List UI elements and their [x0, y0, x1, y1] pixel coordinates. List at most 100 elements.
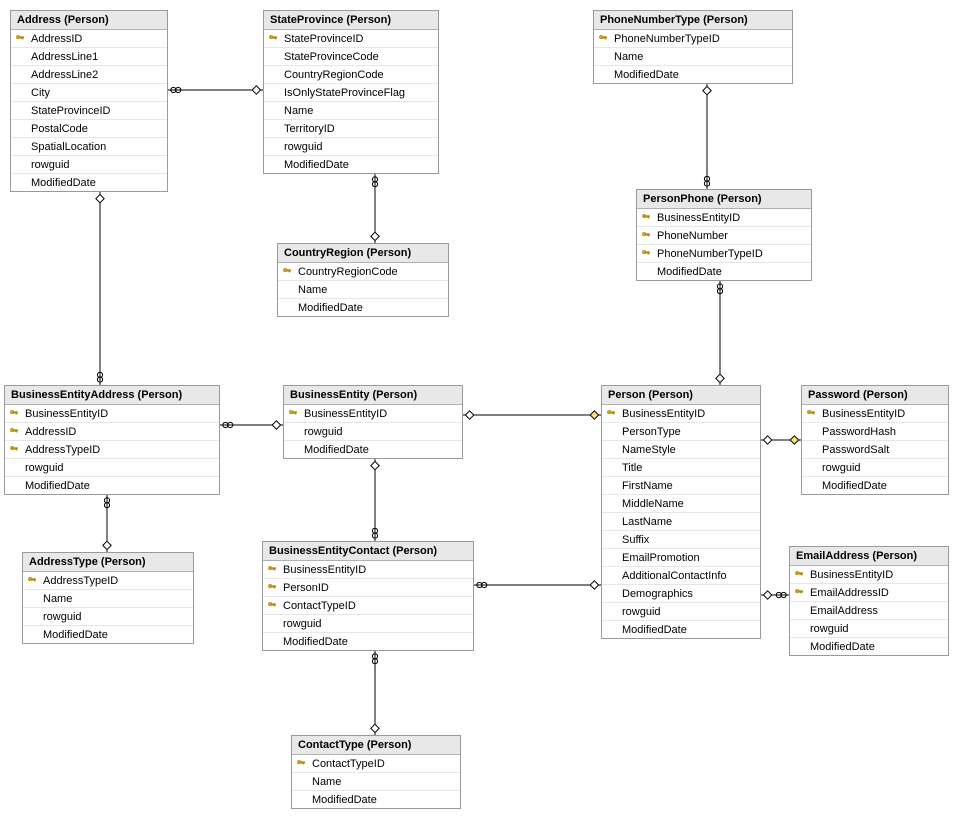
- column-row: BusinessEntityID: [284, 405, 462, 423]
- column-name: PersonType: [620, 426, 681, 438]
- table-body: AddressTypeIDNamerowguidModifiedDate: [23, 572, 193, 643]
- column-name: CountryRegionCode: [282, 69, 384, 81]
- column-row: PhoneNumberTypeID: [637, 245, 811, 263]
- column-name: ModifiedDate: [620, 624, 687, 636]
- column-row: ModifiedDate: [278, 299, 448, 316]
- column-row: StateProvinceCode: [264, 48, 438, 66]
- table-contacttype[interactable]: ContactType (Person)ContactTypeIDNameMod…: [291, 735, 461, 809]
- primary-key-icon: [292, 759, 310, 769]
- table-header: BusinessEntityContact (Person): [263, 542, 473, 561]
- column-row: PersonType: [602, 423, 760, 441]
- column-row: AddressID: [11, 30, 167, 48]
- table-countryregion[interactable]: CountryRegion (Person)CountryRegionCodeN…: [277, 243, 449, 317]
- table-person[interactable]: Person (Person)BusinessEntityIDPersonTyp…: [601, 385, 761, 639]
- column-name: Title: [620, 462, 642, 474]
- column-row: Demographics: [602, 585, 760, 603]
- column-row: ModifiedDate: [802, 477, 948, 494]
- column-name: rowguid: [23, 462, 64, 474]
- column-name: Name: [296, 284, 327, 296]
- table-body: BusinessEntityIDEmailAddressIDEmailAddre…: [790, 566, 948, 655]
- table-stateprovince[interactable]: StateProvince (Person)StateProvinceIDSta…: [263, 10, 439, 174]
- column-name: AddressTypeID: [23, 444, 100, 456]
- column-row: ModifiedDate: [594, 66, 792, 83]
- column-name: ModifiedDate: [23, 480, 90, 492]
- column-row: AddressTypeID: [5, 441, 219, 459]
- column-name: StateProvinceCode: [282, 51, 379, 63]
- column-row: rowguid: [790, 620, 948, 638]
- table-header: Password (Person): [802, 386, 948, 405]
- column-name: MiddleName: [620, 498, 684, 510]
- column-row: ModifiedDate: [264, 156, 438, 173]
- table-body: BusinessEntityIDPhoneNumberPhoneNumberTy…: [637, 209, 811, 280]
- column-row: CountryRegionCode: [264, 66, 438, 84]
- column-row: EmailAddress: [790, 602, 948, 620]
- column-row: ModifiedDate: [284, 441, 462, 458]
- column-row: EmailPromotion: [602, 549, 760, 567]
- primary-key-icon: [790, 570, 808, 580]
- column-name: rowguid: [282, 141, 323, 153]
- column-row: PhoneNumberTypeID: [594, 30, 792, 48]
- table-body: ContactTypeID Name ModifiedDate: [292, 755, 460, 808]
- column-row: rowguid: [263, 615, 473, 633]
- column-row: ContactTypeID: [263, 597, 473, 615]
- table-businessentitycontact[interactable]: BusinessEntityContact (Person) BusinessEn…: [262, 541, 474, 651]
- column-row: ContactTypeID: [292, 755, 460, 773]
- column-row: Name: [292, 773, 460, 791]
- table-header: PhoneNumberType (Person): [594, 11, 792, 30]
- primary-key-icon: [263, 565, 281, 575]
- table-emailaddress[interactable]: EmailAddress (Person)BusinessEntityIDEma…: [789, 546, 949, 656]
- column-row: AdditionalContactInfo: [602, 567, 760, 585]
- table-addresstype[interactable]: AddressType (Person)AddressTypeIDNamerow…: [22, 552, 194, 644]
- column-row: ModifiedDate: [23, 626, 193, 643]
- er-diagram-canvas: Address (Person)AddressIDAddressLine1Add…: [0, 0, 954, 834]
- table-personphone[interactable]: PersonPhone (Person)BusinessEntityIDPhon…: [636, 189, 812, 281]
- table-businessentity[interactable]: BusinessEntity (Person)BusinessEntityIDr…: [283, 385, 463, 459]
- primary-key-icon: [637, 213, 655, 223]
- column-row: BusinessEntityID: [602, 405, 760, 423]
- column-name: ModifiedDate: [41, 629, 108, 641]
- column-name: ModifiedDate: [820, 480, 887, 492]
- column-name: rowguid: [281, 618, 322, 630]
- column-row: EmailAddressID: [790, 584, 948, 602]
- column-row: rowguid: [602, 603, 760, 621]
- column-name: StateProvinceID: [282, 33, 363, 45]
- table-address[interactable]: Address (Person)AddressIDAddressLine1Add…: [10, 10, 168, 192]
- table-header: BusinessEntity (Person): [284, 386, 462, 405]
- column-name: PhoneNumber: [655, 230, 728, 242]
- column-name: ModifiedDate: [302, 444, 369, 456]
- column-name: Name: [612, 51, 643, 63]
- primary-key-icon: [11, 34, 29, 44]
- column-row: BusinessEntityID: [5, 405, 219, 423]
- column-row: ModifiedDate: [11, 174, 167, 191]
- column-row: rowguid: [5, 459, 219, 477]
- column-name: ContactTypeID: [310, 758, 385, 770]
- column-name: IsOnlyStateProvinceFlag: [282, 87, 405, 99]
- column-row: Name: [264, 102, 438, 120]
- column-row: AddressTypeID: [23, 572, 193, 590]
- primary-key-icon: [5, 427, 23, 437]
- column-name: PasswordSalt: [820, 444, 889, 456]
- table-header: Address (Person): [11, 11, 167, 30]
- column-row: BusinessEntityID: [263, 561, 473, 579]
- column-name: rowguid: [808, 623, 849, 635]
- column-name: PersonID: [281, 582, 329, 594]
- column-row: ModifiedDate: [263, 633, 473, 650]
- column-name: rowguid: [820, 462, 861, 474]
- column-name: EmailAddressID: [808, 587, 889, 599]
- column-row: FirstName: [602, 477, 760, 495]
- column-row: ModifiedDate: [790, 638, 948, 655]
- column-row: AddressLine2: [11, 66, 167, 84]
- column-name: BusinessEntityID: [281, 564, 366, 576]
- table-body: BusinessEntityIDPersonTypeNameStyleTitle…: [602, 405, 760, 638]
- table-header: BusinessEntityAddress (Person): [5, 386, 219, 405]
- table-body: AddressIDAddressLine1AddressLine2CitySta…: [11, 30, 167, 191]
- column-name: BusinessEntityID: [820, 408, 905, 420]
- column-name: ModifiedDate: [29, 177, 96, 189]
- column-name: BusinessEntityID: [302, 408, 387, 420]
- column-name: AddressTypeID: [41, 575, 118, 587]
- table-businessentityaddress[interactable]: BusinessEntityAddress (Person)BusinessEn…: [4, 385, 220, 495]
- column-name: ModifiedDate: [310, 794, 377, 806]
- table-phonenumbertype[interactable]: PhoneNumberType (Person)PhoneNumberTypeI…: [593, 10, 793, 84]
- column-name: rowguid: [29, 159, 70, 171]
- table-password[interactable]: Password (Person) BusinessEntityID Passwor…: [801, 385, 949, 495]
